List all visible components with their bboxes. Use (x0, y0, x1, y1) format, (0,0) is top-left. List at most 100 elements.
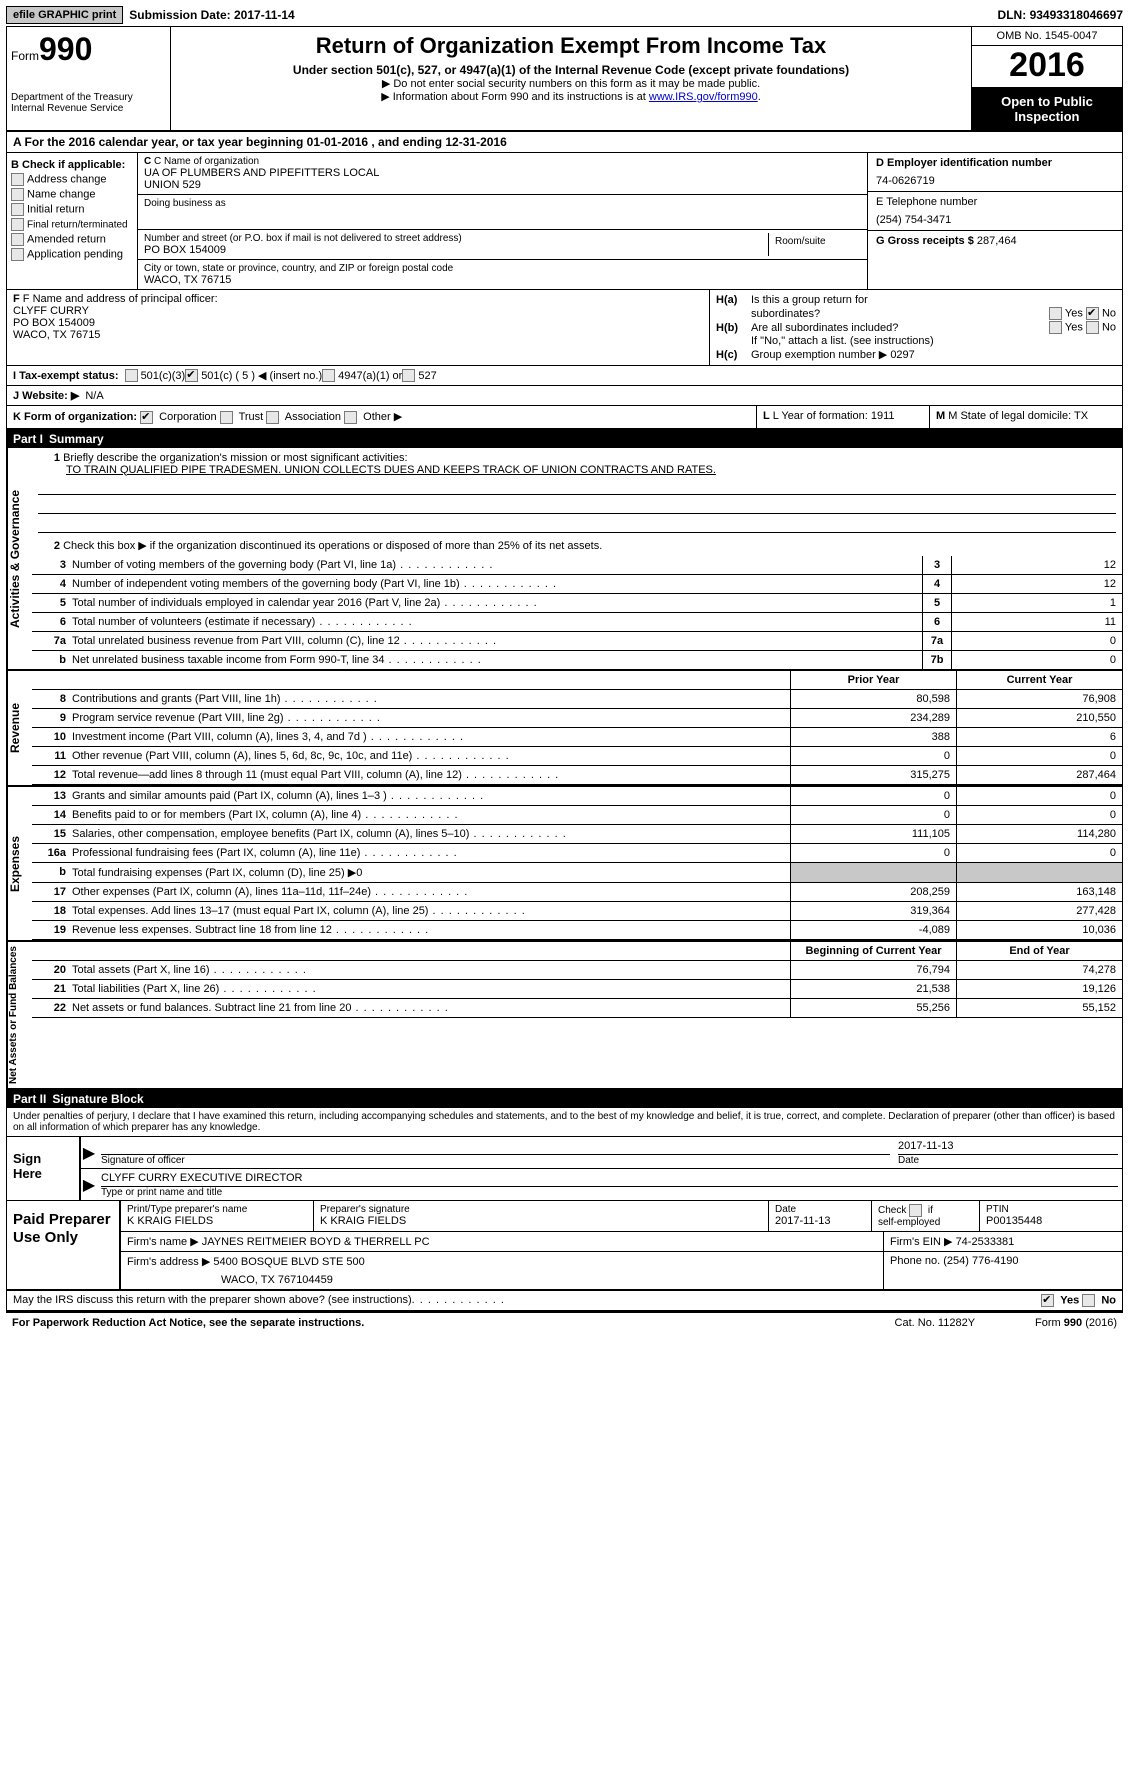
rev-row: 12Total revenue—add lines 8 through 11 (… (32, 766, 1122, 785)
row-i: I Tax-exempt status: 501(c)(3) 501(c) ( … (7, 366, 1122, 386)
cb-discuss-no[interactable] (1082, 1294, 1095, 1307)
year-formation: L L Year of formation: 1911 (756, 406, 929, 428)
cb-application-pending[interactable] (11, 248, 24, 261)
cb-hb-no[interactable] (1086, 321, 1099, 334)
city-value: WACO, TX 76715 (144, 274, 861, 286)
addr-label: Number and street (or P.O. box if mail i… (144, 233, 768, 244)
penalty-text: Under penalties of perjury, I declare th… (7, 1108, 1122, 1137)
room-label: Room/suite (769, 233, 861, 256)
cb-other[interactable] (344, 411, 357, 424)
ptin: P00135448 (986, 1215, 1116, 1227)
cb-501c[interactable] (185, 369, 198, 382)
rev-row: 9Program service revenue (Part VIII, lin… (32, 709, 1122, 728)
b-header: B Check if applicable: (11, 159, 133, 171)
col-f: F F Name and address of principal office… (7, 290, 709, 365)
discuss-row: May the IRS discuss this return with the… (7, 1291, 1122, 1310)
top-bar: efile GRAPHIC print Submission Date: 201… (6, 6, 1123, 24)
prep-date: 2017-11-13 (775, 1215, 865, 1227)
cb-ha-yes[interactable] (1049, 307, 1062, 320)
tab-netassets: Net Assets or Fund Balances (7, 942, 32, 1088)
subtitle-1: Under section 501(c), 527, or 4947(a)(1)… (175, 63, 967, 77)
row-a: A For the 2016 calendar year, or tax yea… (7, 132, 1122, 153)
dept-line1: Department of the Treasury (11, 92, 166, 103)
cb-corp[interactable] (140, 411, 153, 424)
exp-row: 15Salaries, other compensation, employee… (32, 825, 1122, 844)
dba-label: Doing business as (144, 198, 861, 209)
row-fh: F F Name and address of principal office… (7, 290, 1122, 366)
dln: DLN: 93493318046697 (998, 8, 1123, 22)
cb-name-change[interactable] (11, 188, 24, 201)
tax-year: 2016 (972, 46, 1122, 88)
phone-value: (254) 754-3471 (876, 214, 1114, 226)
rev-row: 8Contributions and grants (Part VIII, li… (32, 690, 1122, 709)
state-domicile: M M State of legal domicile: TX (929, 406, 1122, 428)
officer-addr: PO BOX 154009 (13, 317, 703, 329)
header-right: OMB No. 1545-0047 2016 Open to Public In… (971, 27, 1122, 130)
arrow-icon: ▶ (81, 1137, 97, 1168)
website-value: N/A (85, 390, 103, 402)
cb-501c3[interactable] (125, 369, 138, 382)
officer-name: CLYFF CURRY (13, 305, 703, 317)
cb-amended-return[interactable] (11, 233, 24, 246)
cb-527[interactable] (402, 369, 415, 382)
exp-row: 18Total expenses. Add lines 13–17 (must … (32, 902, 1122, 921)
subtitle-2b: ▶ Information about Form 990 and its ins… (175, 90, 967, 103)
officer-name-title: CLYFF CURRY EXECUTIVE DIRECTOR (101, 1171, 1118, 1187)
exp-row: 13Grants and similar amounts paid (Part … (32, 787, 1122, 806)
org-name-1: UA OF PLUMBERS AND PIPEFITTERS LOCAL (144, 167, 861, 179)
cb-assoc[interactable] (266, 411, 279, 424)
g-label: G Gross receipts $ (876, 235, 974, 247)
col-h: H(a)Is this a group return for subordina… (709, 290, 1122, 365)
firm-addr2: WACO, TX 767104459 (127, 1268, 877, 1286)
d-label: D Employer identification number (876, 157, 1114, 169)
exp-row: 19Revenue less expenses. Subtract line 1… (32, 921, 1122, 940)
gov-row: 3Number of voting members of the governi… (32, 556, 1122, 575)
cb-trust[interactable] (220, 411, 233, 424)
na-row: 22Net assets or fund balances. Subtract … (32, 999, 1122, 1018)
cb-self-employed[interactable] (909, 1204, 922, 1217)
cb-final-return[interactable] (11, 218, 24, 231)
cb-discuss-yes[interactable] (1041, 1294, 1054, 1307)
cb-address-change[interactable] (11, 173, 24, 186)
exp-row: bTotal fundraising expenses (Part IX, co… (32, 863, 1122, 883)
part1-bar: Part ISummary (7, 430, 1122, 448)
section-governance: Activities & Governance 1 Briefly descri… (7, 448, 1122, 671)
firm-addr: 5400 BOSQUE BLVD STE 500 (213, 1256, 364, 1268)
section-bcd: B Check if applicable: Address change Na… (7, 153, 1122, 290)
dept-line2: Internal Revenue Service (11, 103, 166, 114)
gov-row: bNet unrelated business taxable income f… (32, 651, 1122, 669)
cb-4947[interactable] (322, 369, 335, 382)
submission-label: Submission Date: 2017-11-14 (129, 8, 294, 22)
gov-row: 5Total number of individuals employed in… (32, 594, 1122, 613)
irs-link[interactable]: www.IRS.gov/form990 (649, 91, 758, 103)
header-left: Form990 Department of the Treasury Inter… (7, 27, 171, 130)
exp-row: 14Benefits paid to or for members (Part … (32, 806, 1122, 825)
sign-here: Sign Here ▶ Signature of officer 2017-11… (7, 1137, 1122, 1201)
ein-value: 74-0626719 (876, 175, 1114, 187)
subtitle-2a: ▶ Do not enter social security numbers o… (175, 77, 967, 90)
gov-row: 6Total number of volunteers (estimate if… (32, 613, 1122, 632)
gov-row: 7aTotal unrelated business revenue from … (32, 632, 1122, 651)
e-label: E Telephone number (876, 196, 1114, 208)
gov-row: 4Number of independent voting members of… (32, 575, 1122, 594)
open-to-public: Open to Public Inspection (972, 88, 1122, 130)
cb-hb-yes[interactable] (1049, 321, 1062, 334)
exp-row: 17Other expenses (Part IX, column (A), l… (32, 883, 1122, 902)
cb-initial-return[interactable] (11, 203, 24, 216)
gross-receipts: 287,464 (977, 235, 1017, 247)
efile-button[interactable]: efile GRAPHIC print (6, 6, 123, 24)
city-label: City or town, state or province, country… (144, 263, 861, 274)
col-d: D Employer identification number 74-0626… (867, 153, 1122, 289)
tab-expenses: Expenses (7, 787, 32, 940)
group-exemption: 0297 (890, 349, 914, 361)
sign-date: 2017-11-13 (898, 1139, 1118, 1155)
cb-ha-no[interactable] (1086, 307, 1099, 320)
row-k: K Form of organization: Corporation Trus… (7, 406, 1122, 430)
officer-city: WACO, TX 76715 (13, 329, 703, 341)
firm-ein: 74-2533381 (956, 1236, 1015, 1248)
preparer-sig: K KRAIG FIELDS (320, 1215, 762, 1227)
form-title: Return of Organization Exempt From Incom… (175, 33, 967, 59)
section-revenue: Revenue Prior YearCurrent Year 8Contribu… (7, 671, 1122, 787)
header: Form990 Department of the Treasury Inter… (7, 27, 1122, 132)
tab-revenue: Revenue (7, 671, 32, 785)
